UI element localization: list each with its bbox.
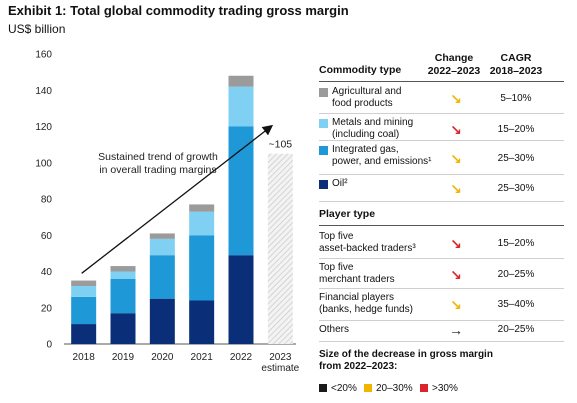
bar-segment: [149, 255, 175, 299]
player-label: Others: [319, 324, 350, 335]
row-rule: [319, 320, 564, 321]
bar-segment: [149, 238, 175, 256]
y-tick-label: 120: [35, 122, 52, 133]
bar-segment: [110, 313, 136, 344]
player-type-heading: Player type: [319, 208, 376, 220]
commodity-label: Oil²: [332, 178, 348, 189]
change-arrow-icon: ↘: [450, 236, 462, 252]
legend-item: <20%: [319, 383, 357, 394]
commodity-swatch: [319, 119, 328, 128]
x-tick-label: 2018: [73, 352, 96, 363]
change-arrow-icon: ↘: [450, 91, 462, 107]
y-tick-label: 60: [41, 231, 53, 242]
y-tick-label: 20: [41, 303, 53, 314]
bar-segment: [110, 278, 136, 314]
y-tick-label: 140: [35, 86, 52, 97]
bar-segment: [110, 271, 136, 279]
change-arrow-icon: ↘: [450, 151, 462, 167]
row-rule: [319, 174, 564, 175]
bar-segment: [228, 255, 254, 344]
change-arrow-icon: ↘: [450, 297, 462, 313]
x-tick-label: 2021: [191, 352, 214, 363]
bar-segment: [228, 126, 254, 256]
bar-segment: [228, 86, 254, 127]
legend-item: >30%: [420, 383, 458, 394]
player-label: Top five merchant traders: [319, 262, 395, 285]
bar-segment: [189, 204, 215, 212]
chart-subtitle: US$ billion: [8, 22, 66, 36]
estimate-label: ~105: [269, 139, 293, 151]
cagr-value: 25–30%: [497, 183, 535, 194]
y-tick-label: 100: [35, 158, 52, 169]
legend-item: 20–30%: [364, 383, 413, 394]
legend-swatch: [420, 383, 428, 392]
change-arrow-icon: ↘: [450, 122, 462, 138]
player-label: Top five asset-backed traders³: [319, 231, 416, 254]
legend-label: <20%: [331, 383, 357, 394]
bar-segment: [71, 296, 97, 325]
cagr-value: 35–40%: [497, 299, 535, 310]
row-rule: [319, 341, 564, 342]
estimate-bar: [267, 153, 293, 344]
trend-annotation: Sustained trend of growth in overall trad…: [98, 151, 218, 176]
cagr-value: 20–25%: [497, 324, 535, 335]
cagr-value: 25–30%: [497, 153, 535, 164]
legend-label: 20–30%: [376, 383, 413, 394]
x-tick-label: 2020: [151, 352, 174, 363]
commodity-swatch: [319, 180, 328, 189]
bar-segment: [228, 75, 254, 87]
y-tick-label: 0: [46, 340, 52, 351]
commodity-swatch: [319, 146, 328, 155]
header-change: Change 2022–2023: [427, 52, 481, 77]
bar-segment: [149, 298, 175, 344]
bar-segment: [71, 324, 97, 344]
y-tick-label: 160: [35, 50, 52, 61]
cagr-value: 20–25%: [497, 269, 535, 280]
change-arrow-icon: ↘: [450, 181, 462, 197]
bar-segment: [189, 300, 215, 344]
trend-arrow: [81, 124, 274, 274]
header-commodity-type: Commodity type: [319, 64, 402, 76]
legend-swatch: [364, 383, 372, 392]
cagr-value: 15–20%: [497, 124, 535, 135]
legend-title: Size of the decrease in gross margin fro…: [319, 349, 493, 372]
bar-segment: [71, 286, 97, 297]
row-rule: [319, 140, 564, 141]
x-tick-label: 2022: [230, 352, 253, 363]
commodity-label: Agricultural and food products: [332, 86, 402, 109]
bar-segment: [71, 280, 97, 286]
header-rule: [319, 81, 564, 82]
change-arrow-icon: ↘: [450, 267, 462, 283]
legend-swatch: [319, 383, 327, 392]
row-rule: [319, 113, 564, 114]
y-tick-label: 40: [41, 267, 53, 278]
y-tick-label: 80: [41, 195, 53, 206]
bar-segment: [189, 235, 215, 301]
x-tick-label: 2023 estimate: [261, 352, 299, 374]
x-tick-label: 2019: [112, 352, 135, 363]
chart-title: Exhibit 1: Total global commodity tradin…: [8, 3, 349, 18]
bar-segment: [149, 233, 175, 239]
cagr-value: 15–20%: [497, 238, 535, 249]
commodity-label: Integrated gas, power, and emissions¹: [332, 144, 432, 167]
row-rule: [319, 201, 564, 202]
commodity-swatch: [319, 88, 328, 97]
cagr-value: 5–10%: [500, 93, 532, 104]
change-arrow-icon: →: [449, 322, 463, 338]
player-header-rule: [319, 225, 564, 226]
row-rule: [319, 258, 564, 259]
row-rule: [319, 288, 564, 289]
header-cagr: CAGR 2018–2023: [489, 52, 543, 77]
commodity-label: Metals and mining (including coal): [332, 117, 414, 140]
player-label: Financial players (banks, hedge funds): [319, 292, 413, 315]
bar-segment: [110, 266, 136, 272]
bar-segment: [189, 211, 215, 236]
legend-label: >30%: [432, 383, 458, 394]
